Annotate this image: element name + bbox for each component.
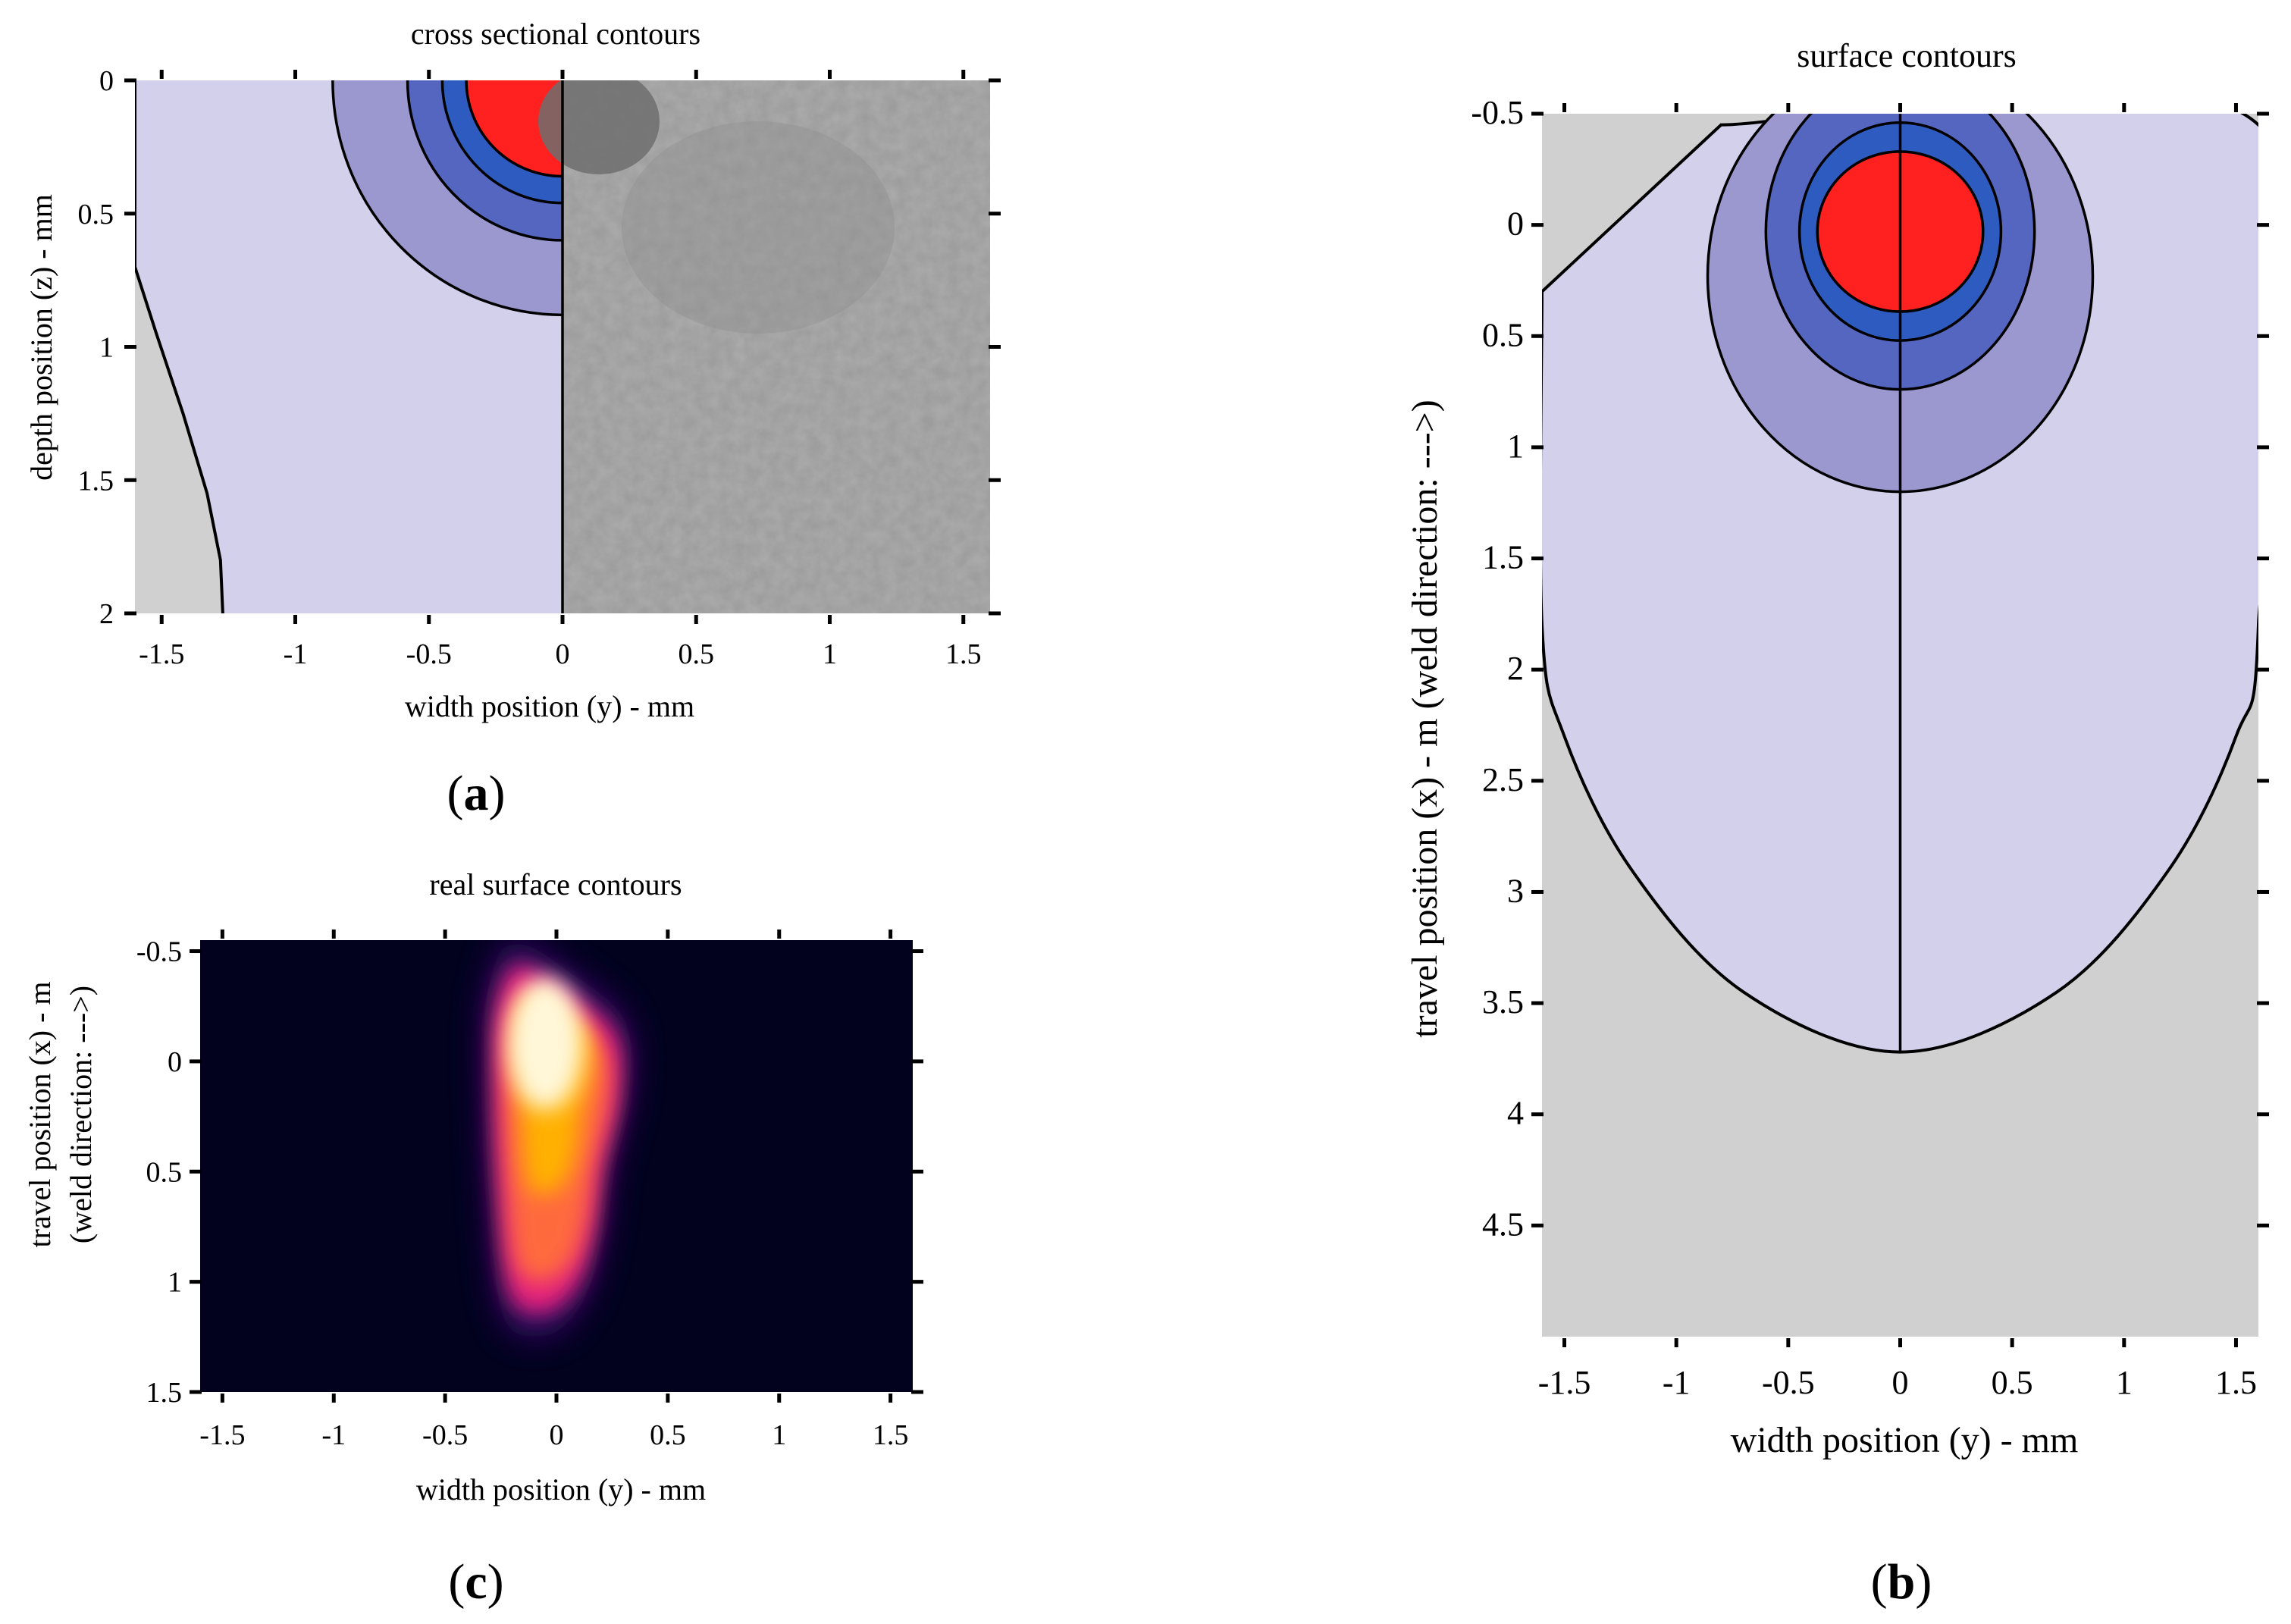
x-tick-label: -1 bbox=[1663, 1364, 1691, 1401]
panel-c-label: (c) bbox=[448, 1554, 503, 1610]
x-tick-label: -1 bbox=[284, 638, 308, 670]
y-tick-label: 3.5 bbox=[1482, 983, 1524, 1020]
panel-a-x-label: width position (y) - mm bbox=[405, 689, 694, 723]
panel-a-plot bbox=[135, 80, 990, 613]
x-tick-label: 1 bbox=[2116, 1364, 2133, 1401]
panel-c-y-label-line1: travel position (x) - m bbox=[23, 981, 57, 1247]
x-tick-label: -0.5 bbox=[1762, 1364, 1815, 1401]
panel-b-x-label: width position (y) - mm bbox=[1731, 1420, 2079, 1460]
x-tick-label: 0 bbox=[1892, 1364, 1909, 1401]
y-tick-label: 2.5 bbox=[1482, 761, 1524, 798]
panel-b-y-ticks: -0.5 0 0.5 1 1.5 2 2.5 3 3.5 4 4.5 bbox=[1471, 94, 2269, 1243]
y-tick-label: 1.5 bbox=[1482, 539, 1524, 576]
panel-b-title: surface contours bbox=[1797, 37, 2017, 74]
y-tick-label: 1 bbox=[168, 1267, 182, 1299]
panel-c-plot bbox=[200, 940, 913, 1392]
panel-b-plot bbox=[1542, 114, 2258, 1337]
panel-c-x-label: width position (y) - mm bbox=[416, 1472, 706, 1506]
y-tick-label: 2 bbox=[99, 598, 114, 630]
panel-b: surface contours -1.5 -1 -0.5 0 0.5 1 1.5 -0.5… bbox=[1405, 37, 2269, 1610]
y-tick-label: -0.5 bbox=[1471, 94, 1524, 131]
panel-a-y-ticks: 0 0.5 1 1.5 2 bbox=[78, 65, 1001, 630]
x-tick-label: -1.5 bbox=[1538, 1364, 1591, 1401]
panel-a-title: cross sectional contours bbox=[411, 17, 700, 51]
panel-c-y-label-line2: (weld direction: --->) bbox=[64, 986, 98, 1243]
y-tick-label: 2 bbox=[1507, 650, 1524, 687]
panel-a-letter: a bbox=[464, 766, 489, 821]
x-tick-label: -1.5 bbox=[139, 638, 184, 670]
panel-b-x-ticks: -1.5 -1 -0.5 0 0.5 1 1.5 bbox=[1538, 103, 2257, 1401]
x-tick-label: 1 bbox=[772, 1419, 786, 1451]
panel-a: cross sectional contours -1.5 -1 -0.5 0 0.5 1… bbox=[24, 17, 1001, 821]
panel-a-micrograph bbox=[538, 80, 990, 613]
y-tick-label: 4.5 bbox=[1482, 1205, 1524, 1243]
panel-a-label: (a) bbox=[447, 766, 506, 821]
y-tick-label: 0 bbox=[1507, 205, 1524, 243]
y-tick-label: 3 bbox=[1507, 872, 1524, 909]
x-tick-label: 1.5 bbox=[945, 638, 982, 670]
panel-c-heat-peak bbox=[507, 977, 584, 1110]
x-tick-label: 0.5 bbox=[650, 1419, 686, 1451]
y-tick-label: 0.5 bbox=[146, 1156, 183, 1188]
x-tick-label: 1 bbox=[823, 638, 837, 670]
x-tick-label: -0.5 bbox=[422, 1419, 468, 1451]
panel-a-y-label: depth position (z) - mm bbox=[24, 194, 58, 481]
panel-c-y-ticks: -0.5 0 0.5 1 1.5 bbox=[136, 936, 923, 1409]
x-tick-label: 1.5 bbox=[2215, 1364, 2257, 1401]
y-tick-label: 1.5 bbox=[78, 465, 114, 497]
x-tick-label: 0 bbox=[556, 638, 570, 670]
x-tick-label: -1 bbox=[321, 1419, 346, 1451]
x-tick-label: 0 bbox=[550, 1419, 564, 1451]
panel-c-letter: c bbox=[465, 1554, 487, 1610]
y-tick-label: -0.5 bbox=[136, 936, 182, 968]
y-tick-label: 4 bbox=[1507, 1095, 1524, 1132]
y-tick-label: 0 bbox=[168, 1046, 182, 1078]
panel-b-label: (b) bbox=[1871, 1554, 1932, 1610]
x-tick-label: 0.5 bbox=[679, 638, 715, 670]
y-tick-label: 0.5 bbox=[1482, 316, 1524, 353]
x-tick-label: 1.5 bbox=[873, 1419, 909, 1451]
x-tick-label: -0.5 bbox=[406, 638, 452, 670]
x-tick-label: 0.5 bbox=[1992, 1364, 2033, 1401]
panel-c-x-ticks: -1.5 -1 -0.5 0 0.5 1 1.5 bbox=[199, 930, 908, 1451]
panel-c: real surface contours -1.5 -1 -0.5 0 0.5 1 1.5… bbox=[23, 867, 923, 1610]
panel-c-title: real surface contours bbox=[429, 867, 682, 901]
y-tick-label: 1 bbox=[99, 332, 114, 364]
y-tick-label: 1 bbox=[1507, 428, 1524, 465]
x-tick-label: -1.5 bbox=[199, 1419, 245, 1451]
panel-a-x-ticks: -1.5 -1 -0.5 0 0.5 1 1.5 bbox=[139, 70, 982, 670]
y-tick-label: 0 bbox=[99, 65, 114, 97]
panel-b-letter: b bbox=[1888, 1554, 1916, 1610]
y-tick-label: 1.5 bbox=[146, 1377, 183, 1409]
panel-b-y-label: travel position (x) - m (weld direction:… bbox=[1405, 400, 1445, 1037]
y-tick-label: 0.5 bbox=[78, 199, 114, 230]
